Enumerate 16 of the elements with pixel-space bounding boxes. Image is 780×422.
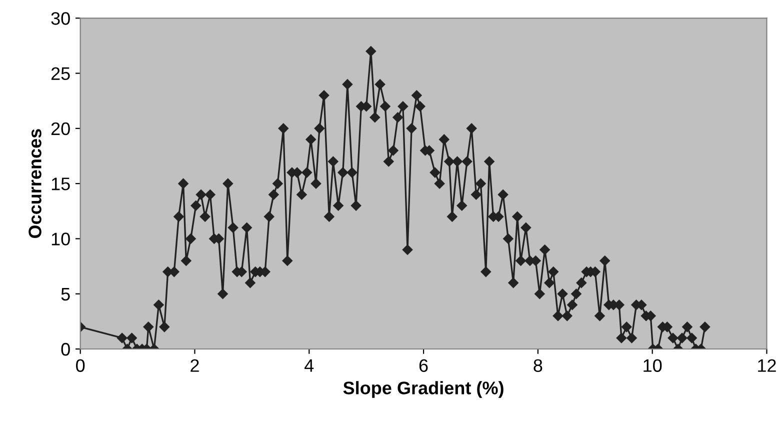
x-tick-label: 10 [644,359,662,372]
x-tick-label: 4 [304,359,314,372]
y-tick-label: 5 [61,288,70,301]
x-tick-label: 2 [190,359,199,372]
x-tick-label: 8 [534,359,542,372]
y-tick-label: 25 [51,67,70,80]
x-tick-label: 6 [419,359,428,372]
y-tick-label: 20 [51,122,70,136]
y-tick-label: 30 [51,12,70,25]
x-tick-label: 0 [76,359,85,372]
x-axis-title: Slope Gradient (%) [343,381,504,398]
x-tick-label: 12 [758,359,776,372]
y-axis-title: Occurrences [28,129,42,238]
y-tick-label: 0 [61,342,70,356]
y-tick-label: 15 [52,178,70,190]
y-tick-label: 10 [52,232,70,246]
